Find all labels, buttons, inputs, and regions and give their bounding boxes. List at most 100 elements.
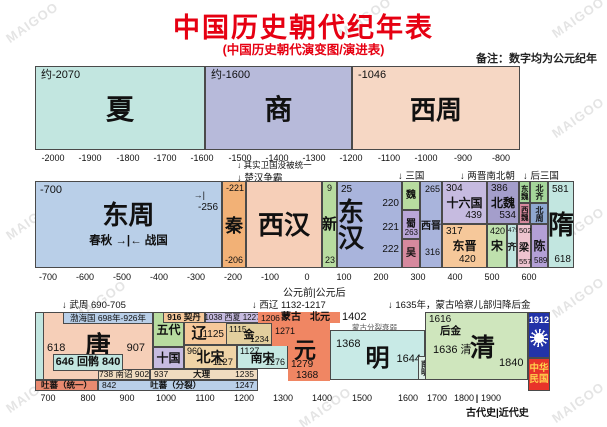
sun-icon <box>530 329 548 347</box>
label-xia-start: 约-2070 <box>41 69 81 81</box>
dynasty-name-liao: 辽 <box>191 325 207 342</box>
annotation-sanguo: ↓ 三国 <box>398 171 425 182</box>
block-jin: 1115 金 1234 <box>226 323 272 345</box>
annotation-weiguo: ↓ 其实卫国没被统一 <box>237 160 312 170</box>
block-xixia: 1038 西夏 1227 <box>204 312 261 323</box>
dynasty-name-dongzhou: 东周 <box>102 199 155 230</box>
label-xin-end: 23 <box>325 255 336 265</box>
page-subtitle: (中国历史朝代演变图/演进表) <box>222 43 385 57</box>
watermark: MAIGOO <box>549 94 607 141</box>
annotation-liangjin: ↓ 两晋南北朝 <box>460 171 515 182</box>
label-yuan-end: 1368 <box>296 370 319 381</box>
label-tang-end: 907 <box>126 342 145 354</box>
label-dongzhou-start: -700 <box>40 184 63 196</box>
block-sui: 581 隋 618 <box>548 181 574 268</box>
axis-tick: 1400 <box>311 393 333 403</box>
label-xizhou-start: -1046 <box>358 69 387 81</box>
block-beiwei: 386 北魏 534 <box>487 181 519 224</box>
dynasty-name-beiwei: 北魏 <box>490 195 515 210</box>
label-chunqiu-zhanguo: 春秋 →|← 战国 <box>89 234 168 247</box>
label-jin-end: 1234 <box>250 333 269 344</box>
label-nansong-start: 1127 <box>240 346 260 356</box>
block-xin: 9 新 23 <box>322 181 337 268</box>
block-shang: 约-1600 商 <box>205 66 352 150</box>
dynasty-name-yuan: 元 <box>294 338 317 363</box>
dynasty-name-dongjin: 东晋 <box>452 239 477 253</box>
label-dali-name: 大理 <box>193 369 211 380</box>
note-menggu-split-line1: 蒙古分裂衰弱 <box>352 323 397 332</box>
dynasty-name-xia: 夏 <box>105 94 134 125</box>
block-menggu-mid <box>272 323 330 346</box>
page-title: 中国历史朝代纪年表 <box>173 13 434 43</box>
label-minguo-name1: 中华 <box>529 363 549 375</box>
label-chen-end: 589 <box>534 256 548 265</box>
label-qin-start: -221 <box>225 183 244 193</box>
axis-tick: -500 <box>112 272 132 282</box>
axis-tick: 1500 <box>351 393 373 403</box>
label-shiguo: 十国 <box>156 351 181 365</box>
label-zhou-end: -256 <box>197 202 218 213</box>
axis-tick: 300 <box>410 272 426 282</box>
block-donghan: 25 东汉 220 221 222 <box>337 181 402 268</box>
dynasty-name-chen: 陈 <box>533 239 546 253</box>
label-jin-start: 1115 <box>229 324 247 334</box>
block-dongjin: 317 东晋 420 <box>442 224 487 268</box>
label-qin-arrow: →| <box>193 190 205 200</box>
label-sui-end: 618 <box>554 254 571 265</box>
annotation-xiliao: ↓ 西辽 1132-1217 <box>252 300 326 311</box>
block-liang: 502 梁 557 <box>517 224 532 268</box>
label-dongjin-start: 317 <box>446 226 463 237</box>
block-huihu: 646 回鹘 840 <box>53 354 123 371</box>
block-xijin: 265 西晋 316 <box>420 181 442 268</box>
block-ming: 1368 明 1644 <box>330 330 425 380</box>
block-wei: 魏 <box>402 181 420 210</box>
label-ming-start: 1368 <box>336 338 361 350</box>
dynasty-name-houjin: 后金 <box>440 325 461 337</box>
axis-tick: -1600 <box>190 153 214 163</box>
dynasty-name-beiyuan: 北元 <box>310 312 330 323</box>
label-beiwei-start: 386 <box>491 183 508 194</box>
dynasty-name-xihan: 西汉 <box>257 209 310 240</box>
label-huihu: 646 回鹘 840 <box>55 356 121 368</box>
axis-tick: -1300 <box>302 153 326 163</box>
label-nanqi-start: 479 <box>508 227 519 234</box>
block-liusong: 420 宋 <box>487 224 507 268</box>
axis-tick: 1700 <box>426 393 448 403</box>
label-shiliuguo-end: 439 <box>465 210 482 221</box>
label-dongjin-end: 420 <box>459 254 476 265</box>
watermark: MAIGOO <box>549 274 607 321</box>
axis-tick: 800 <box>80 393 96 403</box>
label-tang-start: 618 <box>47 342 66 354</box>
label-wei-start: 220 <box>382 198 399 209</box>
block-xiwei: 西魏 <box>519 203 530 224</box>
dynasty-name-xijin: 西晋 <box>421 221 441 232</box>
block-xia: 约-2070 夏 <box>35 66 205 150</box>
block-qidan: 916 契丹 <box>163 312 205 323</box>
axis-tick: 200 <box>373 272 389 282</box>
axis-tick: -2000 <box>41 153 65 163</box>
axis-tick: -1100 <box>377 153 401 163</box>
axis-tick: -300 <box>186 272 206 282</box>
axis-tick: 700 <box>40 393 56 403</box>
axis-tick: 1100 <box>195 393 215 403</box>
block-dongwei: 东魏 <box>519 181 530 203</box>
block-beizhou: 北周 <box>530 203 548 224</box>
block-chen: 陈 589 <box>531 224 548 268</box>
block-bohai: 渤海国 698年-926年 <box>63 312 153 324</box>
axis-tick: 1300 <box>272 393 294 403</box>
axis-tick: 0 <box>304 272 310 282</box>
label-minguo-name2: 民国 <box>529 373 549 385</box>
axis-tick: 900 <box>119 393 135 403</box>
label-donghan-start: 25 <box>341 184 353 195</box>
label-liao-end: 1125 <box>202 329 224 340</box>
annotation-housanguo: ↓ 后三国 <box>523 171 559 182</box>
dynasty-name-qing: 清 <box>469 334 495 362</box>
block-menggu-strip <box>258 312 340 323</box>
label-liang-start: 502 <box>519 226 532 235</box>
label-wu-start: 222 <box>382 244 399 255</box>
block-qing: 1616 后金 1636 清 清 1840 <box>425 312 528 380</box>
label-nanzhao: 738 南诏 902 <box>98 369 150 380</box>
era-divider-ancient-modern: 古代史|近代史 <box>466 408 529 419</box>
block-nanqi: 479 齐 <box>507 224 519 268</box>
label-qidan: 916 契丹 <box>167 312 201 323</box>
